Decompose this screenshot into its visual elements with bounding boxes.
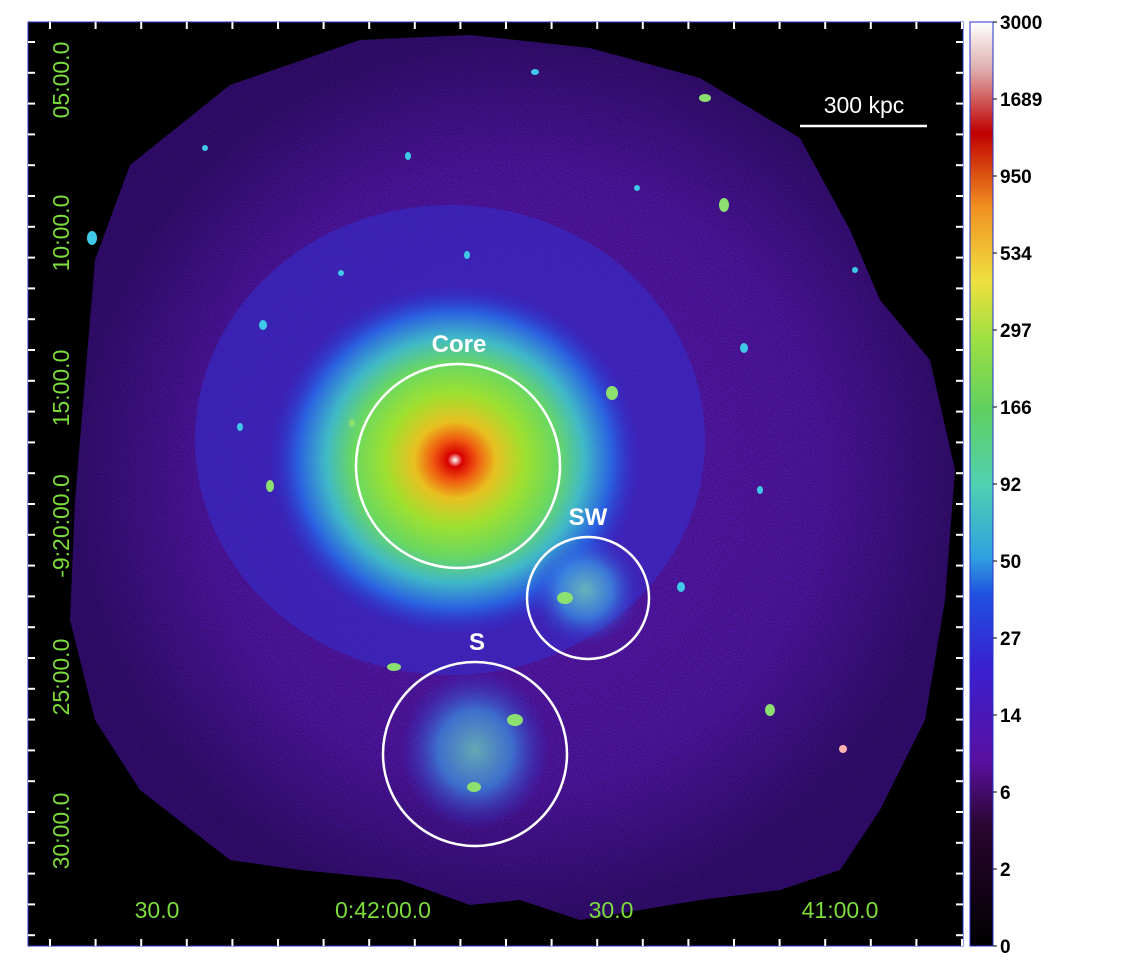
ra-tick-label: 0:42:00.0 xyxy=(335,897,431,923)
core-emission xyxy=(270,285,640,635)
dec-tick-label: 10:00.0 xyxy=(48,195,74,272)
sw-label: SW xyxy=(569,504,608,531)
xray-image-panel: Core SW S 300 kpc xyxy=(28,22,963,946)
colorbar-gradient xyxy=(969,21,994,947)
dec-tick-label: 30:00.0 xyxy=(48,793,74,870)
colorbar-tick-label: 166 xyxy=(1000,398,1032,419)
colorbar-tick-label: 2 xyxy=(1000,860,1011,881)
ra-tick-label: 30.0 xyxy=(135,897,180,923)
colorbar-tick-label: 297 xyxy=(1000,321,1032,342)
point-sources xyxy=(87,69,858,792)
s-region-circle xyxy=(381,660,569,848)
ra-tick-label: 30.0 xyxy=(589,897,634,923)
colorbar-tick-label: 6 xyxy=(1000,783,1011,804)
colorbar: 3000 1689 950 534 297 166 92 50 27 14 6 2 0 xyxy=(969,13,1042,958)
colorbar-ticks xyxy=(993,21,997,947)
colorbar-tick-label: 0 xyxy=(1000,937,1011,958)
dec-tick-label: 25:00.0 xyxy=(48,639,74,716)
colorbar-labels: 3000 1689 950 534 297 166 92 50 27 14 6 2 0 xyxy=(1000,13,1042,958)
frame-ticks xyxy=(28,22,963,946)
colorbar-tick-label: 27 xyxy=(1000,629,1021,650)
colorbar-tick-label: 3000 xyxy=(1000,13,1042,34)
ra-axis: 30.0 0:42:00.0 30.0 41:00.0 xyxy=(135,897,879,923)
dec-tick-label: 15:00.0 xyxy=(48,350,74,427)
scale-bar-label: 300 kpc xyxy=(824,92,905,118)
core-region-circle xyxy=(354,362,562,570)
dec-tick-label: 05:00.0 xyxy=(48,42,74,119)
colorbar-tick-label: 950 xyxy=(1000,167,1032,188)
colorbar-tick-label: 534 xyxy=(1000,244,1032,265)
colorbar-tick-label: 1689 xyxy=(1000,90,1042,111)
sw-region-circle xyxy=(525,535,651,661)
colorbar-tick-label: 50 xyxy=(1000,552,1021,573)
colorbar-tick-label: 14 xyxy=(1000,706,1022,727)
ra-tick-label: 41:00.0 xyxy=(802,897,879,923)
image-frame xyxy=(27,21,964,947)
dec-axis: 05:00.0 10:00.0 15:00.0 -9:20:00.0 25:00… xyxy=(48,42,74,870)
s-label: S xyxy=(469,629,485,656)
dec-tick-label: -9:20:00.0 xyxy=(48,474,74,578)
sw-emission xyxy=(530,535,640,645)
core-label: Core xyxy=(432,331,487,358)
colorbar-tick-label: 92 xyxy=(1000,475,1021,496)
s-emission xyxy=(400,670,550,830)
